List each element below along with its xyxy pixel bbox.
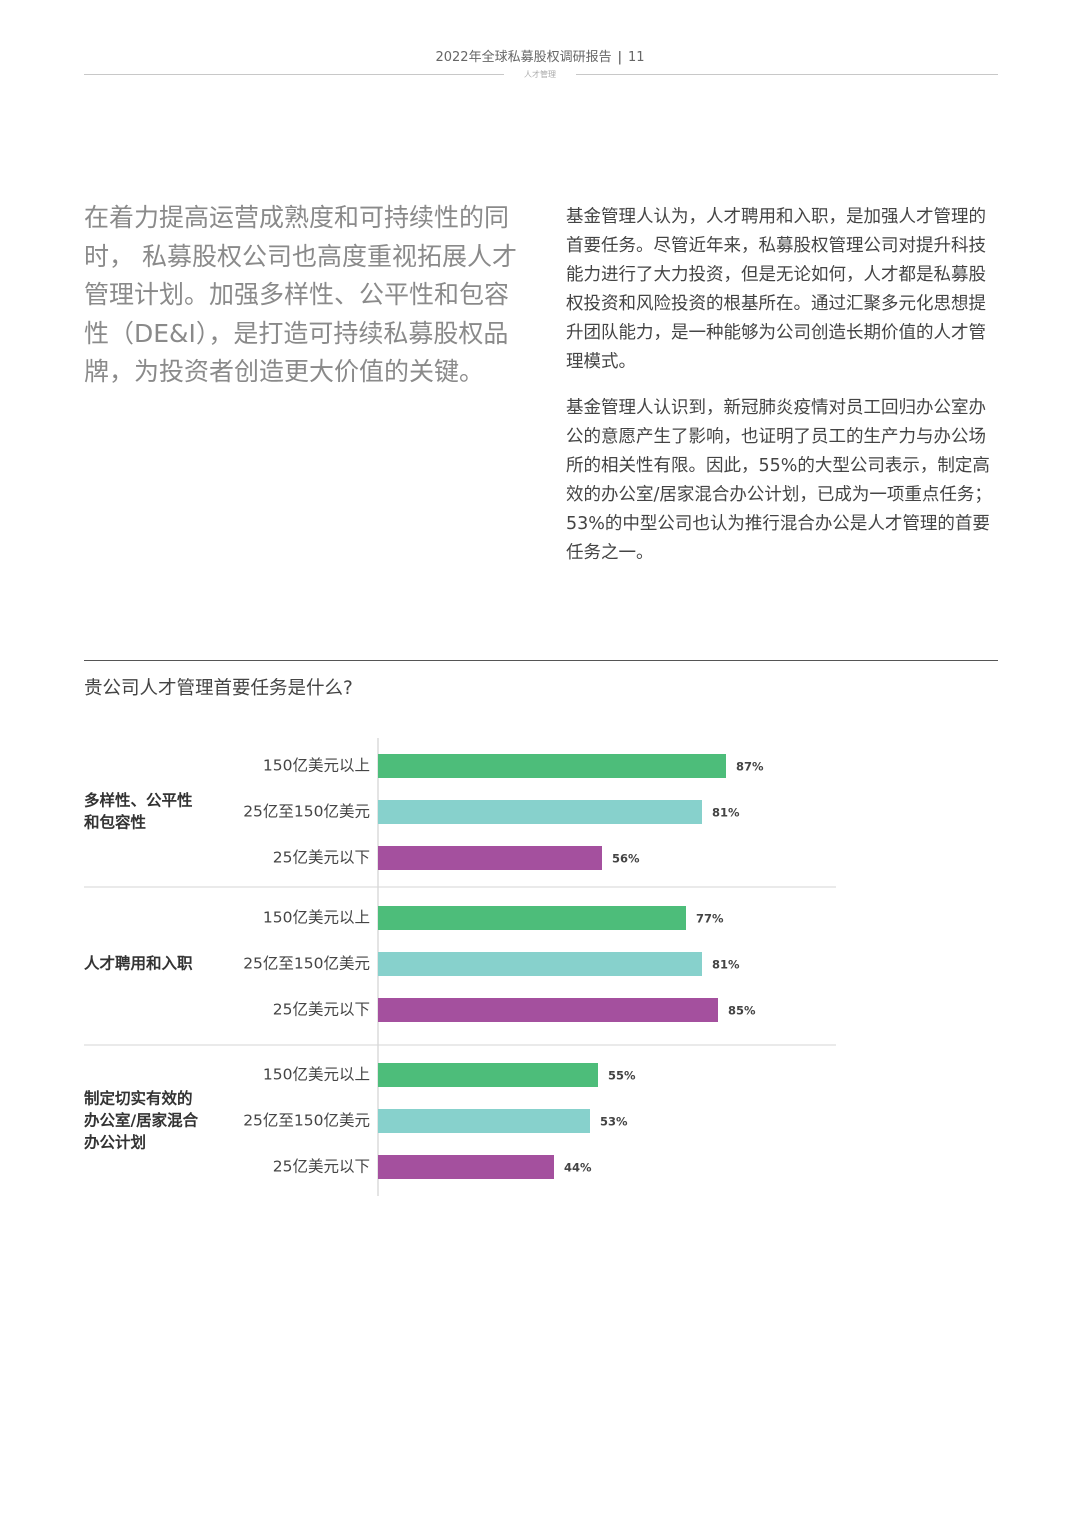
category-label: 25亿美元以下 (273, 1158, 370, 1176)
page-number: 11 (627, 50, 645, 65)
header-rule-right (576, 74, 998, 75)
bar-1-2 (378, 800, 702, 824)
bar-2-1 (378, 906, 686, 930)
data-label: 55% (608, 1069, 636, 1083)
category-label: 150亿美元以上 (263, 1066, 370, 1084)
chart-top-rule (84, 660, 998, 661)
data-label: 44% (564, 1161, 592, 1175)
group-label-3-line-3: 办公计划 (84, 1133, 146, 1152)
group-label-2-line-1: 人才聘用和入职 (84, 954, 193, 973)
bar-2-2 (378, 952, 702, 976)
group-label-1-line-1: 多样性、公平性 (84, 791, 193, 810)
bar-2-3 (378, 998, 718, 1022)
body-paragraph-1: 基金管理人认为，人才聘用和入职，是加强人才管理的首要任务。尽管近年来，私募股权管… (566, 207, 986, 372)
data-label: 53% (600, 1115, 628, 1129)
bar-3-2 (378, 1109, 590, 1133)
header-title: 2022年全球私募股权调研报告 | 11 (0, 46, 1080, 65)
body-paragraph-2: 基金管理人认识到，新冠肺炎疫情对员工回归办公室办公的意愿产生了影响，也证明了员工… (566, 398, 992, 563)
group-label-3-line-2: 办公室/居家混合 (84, 1111, 199, 1130)
category-label: 25亿至150亿美元 (243, 955, 370, 973)
data-label: 85% (728, 1004, 756, 1018)
category-label: 25亿至150亿美元 (243, 803, 370, 821)
data-label: 56% (612, 852, 640, 866)
group-label-1-line-2: 和包容性 (84, 813, 147, 832)
data-label: 87% (736, 760, 764, 774)
bar-3-1 (378, 1063, 598, 1087)
intro-text: 在着力提高运营成熟度和可持续性的同时， 私募股权公司也高度重视拓展人才管理计划。… (84, 203, 517, 386)
bar-1-1 (378, 754, 726, 778)
data-label: 81% (712, 806, 740, 820)
header-rule-left (84, 74, 504, 75)
chart-title: 贵公司人才管理首要任务是什么? (84, 678, 353, 699)
category-label: 150亿美元以上 (263, 909, 370, 927)
category-label: 25亿至150亿美元 (243, 1112, 370, 1130)
data-label: 77% (696, 912, 724, 926)
report-title: 2022年全球私募股权调研报告 (435, 50, 612, 65)
data-label: 81% (712, 958, 740, 972)
bar-1-3 (378, 846, 602, 870)
bar-3-3 (378, 1155, 554, 1179)
body-column: 基金管理人认为，人才聘用和入职，是加强人才管理的首要任务。尽管近年来，私募股权管… (566, 203, 998, 585)
category-label: 25亿美元以下 (273, 1001, 370, 1019)
section-label: 人才管理 (524, 70, 556, 79)
header-separator: | (617, 50, 622, 65)
group-label-3-line-1: 制定切实有效的 (84, 1089, 193, 1108)
category-label: 150亿美元以上 (263, 757, 370, 775)
category-label: 25亿美元以下 (273, 849, 370, 867)
